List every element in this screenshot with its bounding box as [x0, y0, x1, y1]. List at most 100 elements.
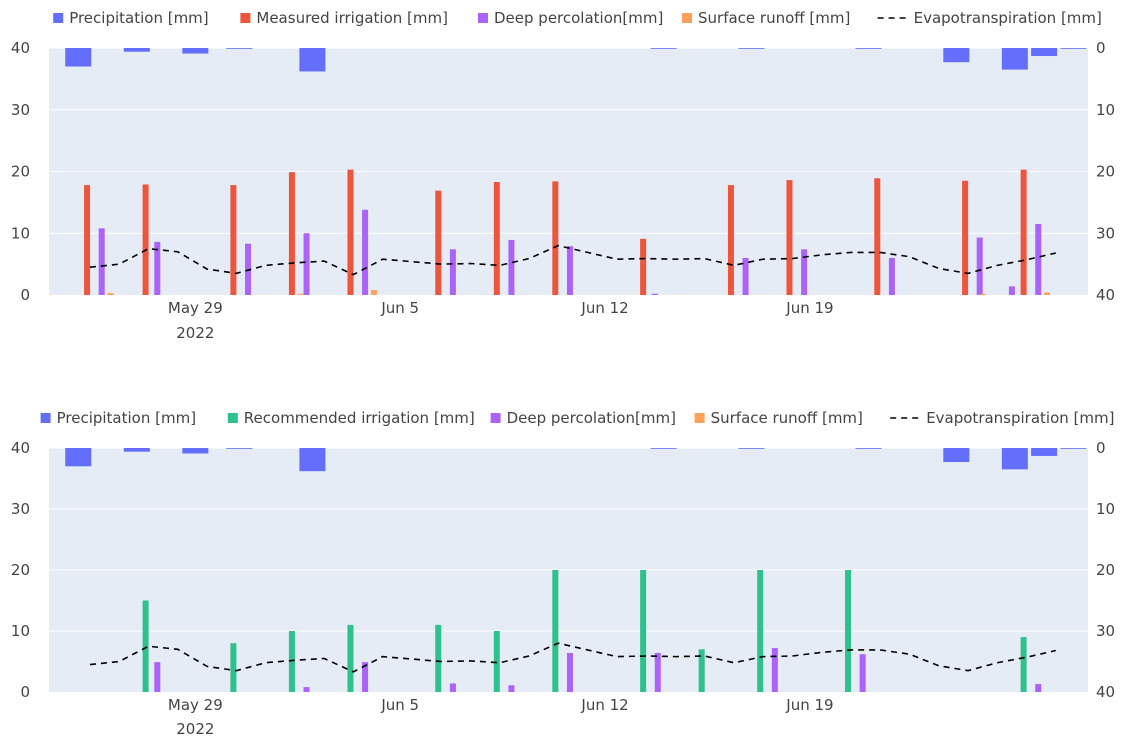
x-tick-label: Jun 12: [580, 696, 628, 714]
precipitation-bar: [855, 448, 882, 449]
legend-item[interactable]: Deep percolation[mm]: [490, 409, 676, 427]
legend-item[interactable]: Measured irrigation [mm]: [240, 9, 448, 27]
legend-swatch: [227, 413, 238, 423]
measured-irrigation-bar: [84, 185, 91, 295]
legend-item[interactable]: Surface runoff [mm]: [694, 409, 863, 427]
deep-percolation-bar: [566, 652, 573, 692]
legend-item[interactable]: Surface runoff [mm]: [682, 9, 850, 27]
precipitation-bar: [1001, 448, 1028, 470]
deep-percolation-bar: [98, 228, 105, 295]
precipitation-bar: [299, 48, 326, 72]
x-tick-label: Jun 19: [785, 299, 833, 317]
y-right-tick-label: 30: [1096, 224, 1115, 242]
precipitation-bar: [738, 448, 765, 449]
precipitation-bar: [1060, 448, 1087, 449]
legend-label: Measured irrigation [mm]: [256, 9, 448, 27]
deep-percolation-bar: [362, 662, 369, 692]
deep-percolation-bar: [742, 257, 749, 295]
precipitation-bar: [943, 48, 970, 63]
y-right-tick-label: 10: [1096, 101, 1115, 119]
precipitation-bar: [1031, 448, 1058, 456]
measured-irrigation-bar: [435, 190, 442, 295]
legend-swatch: [694, 413, 705, 423]
precipitation-bar: [226, 448, 253, 449]
surface-runoff-bar: [107, 293, 114, 295]
deep-percolation-bar: [859, 654, 866, 692]
precipitation-bar: [123, 448, 150, 452]
x-tick-label: May 29: [168, 299, 223, 317]
deep-percolation-bar: [566, 246, 573, 295]
y-left-tick-label: 40: [11, 439, 30, 457]
legend-swatch: [40, 413, 51, 423]
legend-item[interactable]: Evapotranspiration [mm]: [877, 9, 1102, 27]
measured-irrigation-bar: [1020, 169, 1027, 295]
y-left-tick-label: 0: [20, 286, 30, 304]
legend-label: Surface runoff [mm]: [698, 9, 850, 27]
legend-item[interactable]: Evapotranspiration [mm]: [890, 409, 1114, 427]
surface-runoff-bar: [297, 293, 304, 295]
deep-percolation-bar: [654, 652, 661, 692]
deep-percolation-bar: [888, 257, 895, 295]
precipitation-bar: [182, 448, 209, 454]
recommended-irrigation-bar: [493, 631, 500, 692]
y-left-tick-label: 40: [11, 39, 30, 57]
measured-irrigation-bar: [640, 238, 647, 295]
measured-irrigation-bar: [962, 180, 969, 295]
recommended-irrigation-bar: [230, 643, 237, 692]
deep-percolation-bar: [362, 209, 369, 295]
legend-swatch: [682, 13, 692, 23]
measured-irrigation-bar: [230, 185, 237, 295]
legend-item[interactable]: Recommended irrigation [mm]: [227, 409, 475, 427]
surface-runoff-bar: [1044, 292, 1051, 295]
y-left-tick-label: 10: [11, 622, 30, 640]
recommended-irrigation-bar: [552, 570, 559, 692]
recommended-irrigation-bar: [347, 624, 354, 692]
precipitation-bar: [65, 48, 92, 67]
deep-percolation-bar: [449, 683, 456, 692]
deep-percolation-bar: [508, 685, 515, 692]
y-right-tick-label: 20: [1096, 561, 1115, 579]
x-tick-label: Jun 5: [380, 299, 419, 317]
precipitation-bar: [943, 448, 970, 463]
legend-item[interactable]: Precipitation [mm]: [40, 409, 196, 427]
y-left-tick-label: 30: [11, 500, 30, 518]
precipitation-bar: [299, 448, 326, 472]
y-right-tick-label: 40: [1096, 683, 1115, 701]
legend-label: Deep percolation[mm]: [507, 409, 676, 427]
legend-swatch: [240, 13, 251, 23]
measured-irrigation-bar: [874, 178, 881, 295]
recommended-irrigation-bar: [757, 570, 764, 692]
recommended-irrigation-bar: [698, 649, 705, 692]
legend-item[interactable]: Precipitation [mm]: [53, 9, 209, 27]
y-left-tick-label: 0: [20, 683, 30, 701]
legend-swatch: [490, 413, 501, 423]
x-tick-label: Jun 19: [785, 696, 833, 714]
evapotranspiration-line: [89, 244, 1056, 276]
measured-irrigation-bar: [552, 181, 559, 295]
deep-percolation-bar: [1035, 684, 1042, 692]
measured-irrigation-bar: [493, 181, 500, 295]
deep-percolation-bar: [154, 662, 161, 692]
legend-label: Evapotranspiration [mm]: [926, 409, 1114, 427]
deep-percolation-bar: [449, 249, 456, 295]
legend-label: Surface runoff [mm]: [711, 409, 863, 427]
recommended-irrigation-bar: [1020, 637, 1027, 692]
chart-2: 0 0 10 10 20 20 30 30 40 40 May 29 2022 Jun 5 Jun 12 J…: [11, 409, 1115, 738]
y-left-tick-label: 10: [11, 224, 30, 242]
legend-label: Deep percolation[mm]: [494, 9, 663, 27]
legend-label: Recommended irrigation [mm]: [244, 409, 475, 427]
surface-runoff-bar: [370, 290, 377, 295]
deep-percolation-bar: [154, 241, 161, 295]
measured-irrigation-bar: [347, 169, 354, 295]
recommended-irrigation-bar: [288, 631, 295, 692]
deep-percolation-bar: [801, 249, 808, 295]
precipitation-bar: [738, 48, 765, 49]
y-right-tick-label: 20: [1096, 163, 1115, 181]
measured-irrigation-bar: [288, 172, 295, 295]
precipitation-bar: [123, 48, 150, 52]
y-left-tick-label: 30: [11, 101, 30, 119]
chart-1: 0 0 10 10 20 20 30 30 40 40 May 29 2022 Jun 5 Jun 12 J…: [11, 9, 1115, 342]
legend-item[interactable]: Deep percolation[mm]: [478, 9, 663, 27]
precipitation-bar: [65, 448, 92, 467]
legend-label: Precipitation [mm]: [69, 9, 208, 27]
